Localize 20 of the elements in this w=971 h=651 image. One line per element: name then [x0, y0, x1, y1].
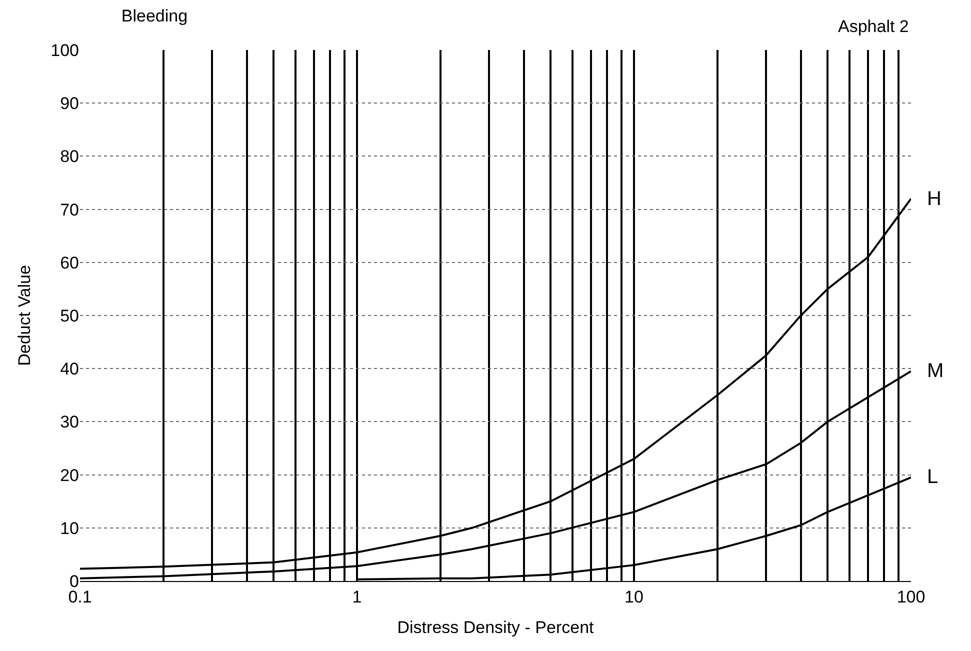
y-tick-label: 100 — [50, 40, 79, 60]
y-tick-label: 50 — [60, 306, 79, 326]
y-tick-label: 90 — [60, 94, 79, 114]
x-axis-title: Distress Density - Percent — [397, 618, 594, 637]
y-axis-title: Deduct Value — [15, 265, 34, 366]
y-tick-label: 70 — [60, 200, 79, 220]
text: Asphalt 2 — [838, 17, 909, 36]
x-tick-label: 1 — [352, 587, 362, 606]
chart-title: Bleeding — [121, 6, 188, 26]
y-tick-label: 10 — [60, 518, 79, 538]
y-tick-label: 40 — [60, 360, 79, 379]
series-label: M — [927, 360, 944, 382]
series-label: H — [927, 188, 942, 210]
y-tick-label: 20 — [60, 466, 79, 485]
x-tick-label: 100 — [896, 587, 926, 606]
y-tick-label: 80 — [60, 147, 79, 166]
series-label: L — [927, 466, 938, 488]
x-tick-label: 10 — [624, 587, 644, 606]
y-tick-label: 60 — [60, 253, 79, 272]
y-tick-label: 30 — [60, 412, 79, 432]
